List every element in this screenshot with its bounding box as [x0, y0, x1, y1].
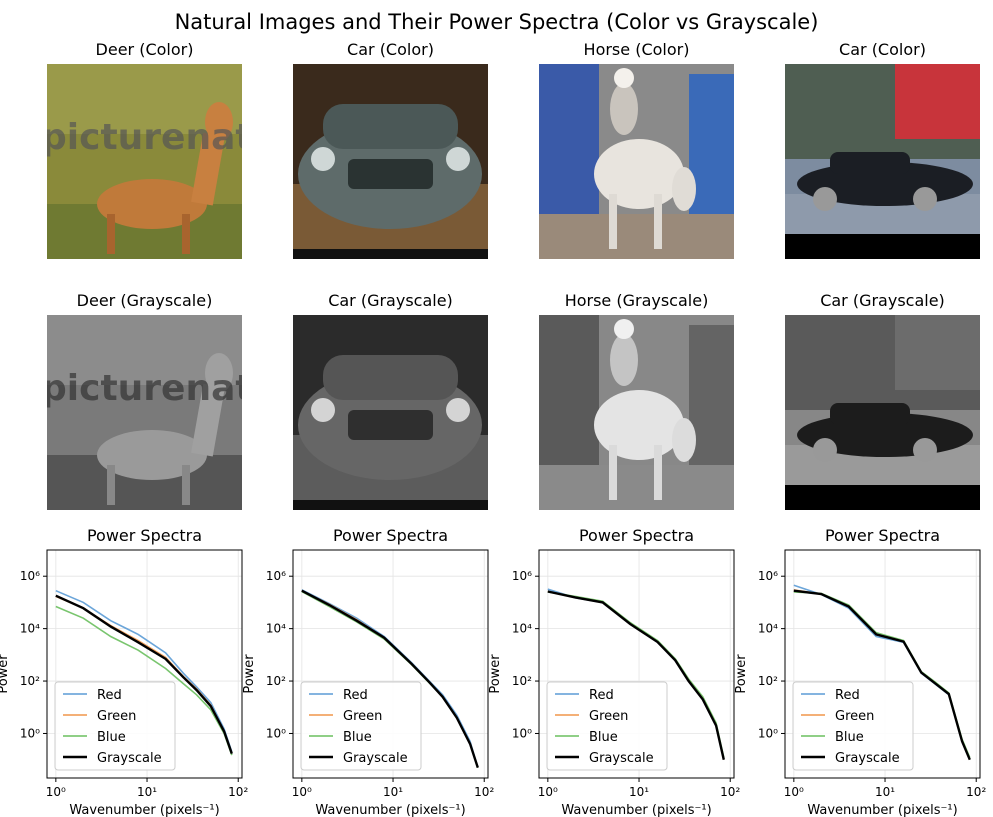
color-title-4: Car (Color)	[839, 40, 926, 59]
y-tick-label: 10²	[758, 674, 778, 688]
x-tick-label: 10¹	[875, 785, 895, 799]
legend-label-grayscale: Grayscale	[97, 751, 162, 766]
series-line-grayscale	[301, 589, 479, 768]
series-line-grayscale	[793, 589, 971, 761]
car2-grayscale-image	[785, 315, 980, 510]
y-tick-label: 10⁴	[266, 622, 286, 636]
x-tick-label: 10¹	[383, 785, 403, 799]
y-tick-label: 10⁶	[266, 569, 286, 583]
spectrum-chart-4: 10⁰ 10¹ 10² 10⁰ 10² 10⁴ 10⁶ Wavenumber (pixels⁻…	[734, 549, 986, 817]
y-tick-label: 10⁴	[20, 622, 40, 636]
deer-color-image: picturenatio	[47, 64, 242, 259]
legend-label-green: Green	[835, 709, 874, 724]
x-tick-label: 10¹	[629, 785, 649, 799]
legend-label-red: Red	[97, 688, 122, 703]
plot-frame	[784, 549, 981, 779]
y-tick-label: 10⁰	[266, 726, 286, 740]
legend-box	[546, 681, 668, 771]
color-title-1: Deer (Color)	[95, 40, 194, 59]
y-tick-label: 10²	[512, 674, 532, 688]
gray-title-1: Deer (Grayscale)	[76, 291, 213, 310]
legend-label-blue: Blue	[343, 730, 372, 745]
plot-frame	[538, 549, 735, 779]
watermark-text: picturenatio	[47, 117, 242, 158]
plot-frame	[292, 549, 489, 779]
gray-title-4: Car (Grayscale)	[820, 291, 945, 310]
y-tick-label: 10⁰	[758, 726, 778, 740]
x-tick-label: 10⁰	[538, 785, 558, 799]
x-tick-label: 10¹	[137, 785, 157, 799]
legend-box	[54, 681, 176, 771]
deer-grayscale-image: picturenatio	[47, 315, 242, 510]
series-line-red	[55, 589, 233, 753]
x-tick-label: 10²	[228, 785, 248, 799]
y-tick-label: 10⁰	[512, 726, 532, 740]
legend-label-grayscale: Grayscale	[835, 751, 900, 766]
spectrum-chart-1: 10⁰ 10¹ 10² 10⁰ 10² 10⁴ 10⁶ Wavenumber (pixels⁻…	[0, 549, 248, 817]
legend-label-green: Green	[97, 709, 136, 724]
series-line-blue	[55, 605, 233, 756]
legend-box	[792, 681, 914, 771]
y-tick-label: 10⁴	[758, 622, 778, 636]
y-tick-label: 10⁰	[20, 726, 40, 740]
x-tick-label: 10⁰	[784, 785, 804, 799]
x-axis-label: Wavenumber (pixels⁻¹)	[561, 803, 711, 817]
spectra-title-2: Power Spectra	[332, 526, 449, 545]
legend-label-green: Green	[589, 709, 628, 724]
y-tick-label: 10²	[266, 674, 286, 688]
car2-color-image	[785, 64, 980, 259]
watermark-text: picturenatio	[47, 368, 242, 409]
gray-title-3: Horse (Grayscale)	[564, 291, 709, 310]
legend-label-blue: Blue	[97, 730, 126, 745]
gray-title-2: Car (Grayscale)	[328, 291, 453, 310]
series-line-grayscale	[55, 594, 233, 754]
horse-grayscale-image	[539, 315, 734, 510]
y-tick-label: 10⁶	[512, 569, 532, 583]
spectrum-chart-2: 10⁰ 10¹ 10² 10⁰ 10² 10⁴ 10⁶ Wavenumber (pixels⁻…	[242, 549, 494, 817]
x-axis-label: Wavenumber (pixels⁻¹)	[807, 803, 957, 817]
legend-label-green: Green	[343, 709, 382, 724]
y-tick-label: 10⁴	[512, 622, 532, 636]
y-axis-label: Power	[242, 654, 257, 694]
legend-box	[300, 681, 422, 771]
legend-label-red: Red	[343, 688, 368, 703]
legend-label-grayscale: Grayscale	[589, 751, 654, 766]
legend-label-blue: Blue	[589, 730, 618, 745]
y-tick-label: 10⁶	[20, 569, 40, 583]
spectra-title-3: Power Spectra	[578, 526, 695, 545]
car-color-image	[293, 64, 488, 259]
y-tick-label: 10⁶	[758, 569, 778, 583]
x-axis-label: Wavenumber (pixels⁻¹)	[69, 803, 219, 817]
plot-frame	[46, 549, 243, 779]
spectra-title-4: Power Spectra	[824, 526, 941, 545]
x-tick-label: 10²	[474, 785, 494, 799]
series-line-grayscale	[547, 590, 725, 760]
x-tick-label: 10⁰	[46, 785, 66, 799]
figure-suptitle: Natural Images and Their Power Spectra (…	[174, 10, 819, 34]
spectra-title-1: Power Spectra	[86, 526, 203, 545]
legend-label-blue: Blue	[835, 730, 864, 745]
x-tick-label: 10²	[966, 785, 986, 799]
spectrum-chart-3: 10⁰ 10¹ 10² 10⁰ 10² 10⁴ 10⁶ Wavenumber (pixels⁻…	[488, 549, 740, 817]
color-title-3: Horse (Color)	[583, 40, 690, 59]
legend-label-grayscale: Grayscale	[343, 751, 408, 766]
legend-label-red: Red	[835, 688, 860, 703]
horse-color-image	[539, 64, 734, 259]
color-title-2: Car (Color)	[347, 40, 434, 59]
car-grayscale-image	[293, 315, 488, 510]
y-tick-label: 10²	[20, 674, 40, 688]
x-tick-label: 10²	[720, 785, 740, 799]
x-tick-label: 10⁰	[292, 785, 312, 799]
y-axis-label: Power	[488, 654, 503, 694]
x-axis-label: Wavenumber (pixels⁻¹)	[315, 803, 465, 817]
legend-label-red: Red	[589, 688, 614, 703]
y-axis-label: Power	[0, 654, 11, 694]
y-axis-label: Power	[734, 654, 749, 694]
